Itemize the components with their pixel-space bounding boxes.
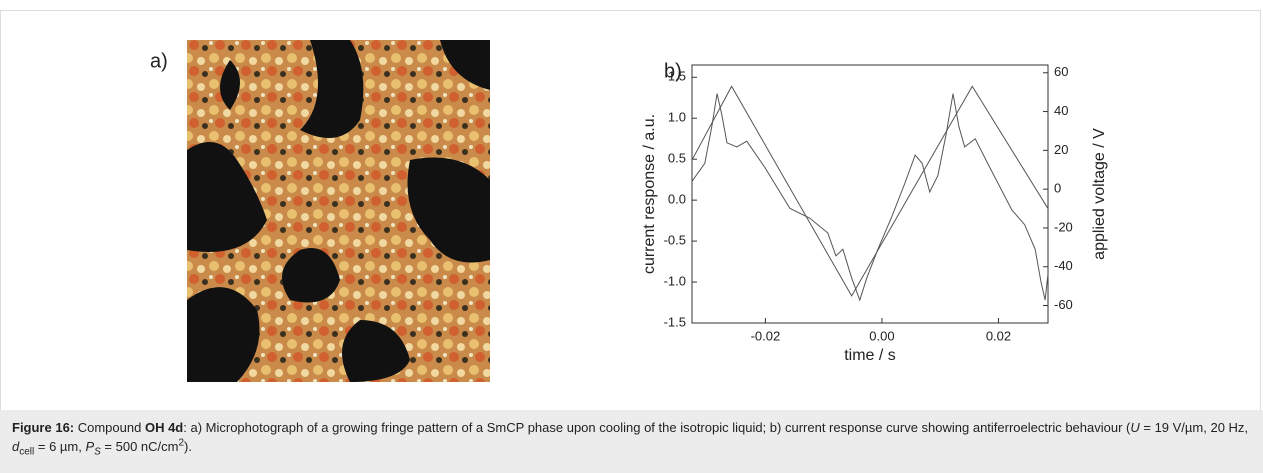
- y-tick-label: -0.5: [664, 233, 686, 248]
- caption-text: OH 4d: [144, 420, 184, 435]
- y2-tick-label: 60: [1054, 64, 1068, 79]
- caption-text: P: [85, 439, 95, 454]
- y2-tick-label: 20: [1054, 142, 1068, 157]
- caption-text: S: [94, 446, 101, 458]
- y-tick-label: -1.0: [664, 273, 686, 288]
- microphotograph: [187, 40, 490, 382]
- y-tick-label: 1.5: [668, 69, 686, 84]
- caption-text: d: [12, 439, 20, 454]
- caption-text: ).: [184, 439, 192, 454]
- caption-text: = 500 nC/cm: [100, 439, 179, 454]
- panel-label: a): [150, 50, 168, 72]
- y2-tick-label: 0: [1054, 181, 1061, 196]
- caption: Figure 16: Compound OH 4d: a) Microphoto…: [0, 410, 1263, 473]
- caption-text: : a) Microphotograph of a growing fringe…: [183, 420, 1131, 435]
- y2-tick-label: -40: [1054, 258, 1073, 273]
- y-axis-label: current response / a.u.: [641, 114, 658, 274]
- y2-tick-label: -60: [1054, 297, 1073, 312]
- figure-frame: [0, 10, 1261, 472]
- plot-frame: [691, 64, 1049, 324]
- y2-tick-label: -20: [1054, 219, 1073, 234]
- y-tick-label: 0.0: [668, 192, 686, 207]
- caption-text: Figure 16:: [12, 420, 75, 435]
- caption-text: cell: [19, 446, 35, 458]
- caption-text: = 6 µm,: [34, 439, 86, 454]
- panel-label: b): [664, 60, 682, 82]
- x-tick-label: -0.02: [751, 328, 781, 343]
- y2-axis-label: applied voltage / V: [1091, 128, 1108, 260]
- y-tick-label: -1.5: [664, 314, 686, 329]
- x-tick-label: 0.02: [986, 328, 1011, 343]
- x-axis-label: time / s: [844, 347, 896, 364]
- x-tick-label: 0.00: [869, 328, 894, 343]
- caption-text: U: [1130, 420, 1140, 435]
- caption-text: Compound: [74, 420, 145, 435]
- caption-text: = 19 V/µm, 20 Hz,: [1139, 420, 1249, 435]
- data-line: [691, 85, 1049, 297]
- y2-tick-label: 40: [1054, 103, 1068, 118]
- y-tick-label: 0.5: [668, 151, 686, 166]
- figure: a) b) -1.5 -1.0 -0.5 0.0 0.5 1.0 1.5 -60 -40 -20 0 2…: [150, 40, 1108, 382]
- data-line: [691, 93, 1049, 302]
- y-tick-label: 1.0: [668, 110, 686, 125]
- caption-text: 2: [178, 437, 185, 449]
